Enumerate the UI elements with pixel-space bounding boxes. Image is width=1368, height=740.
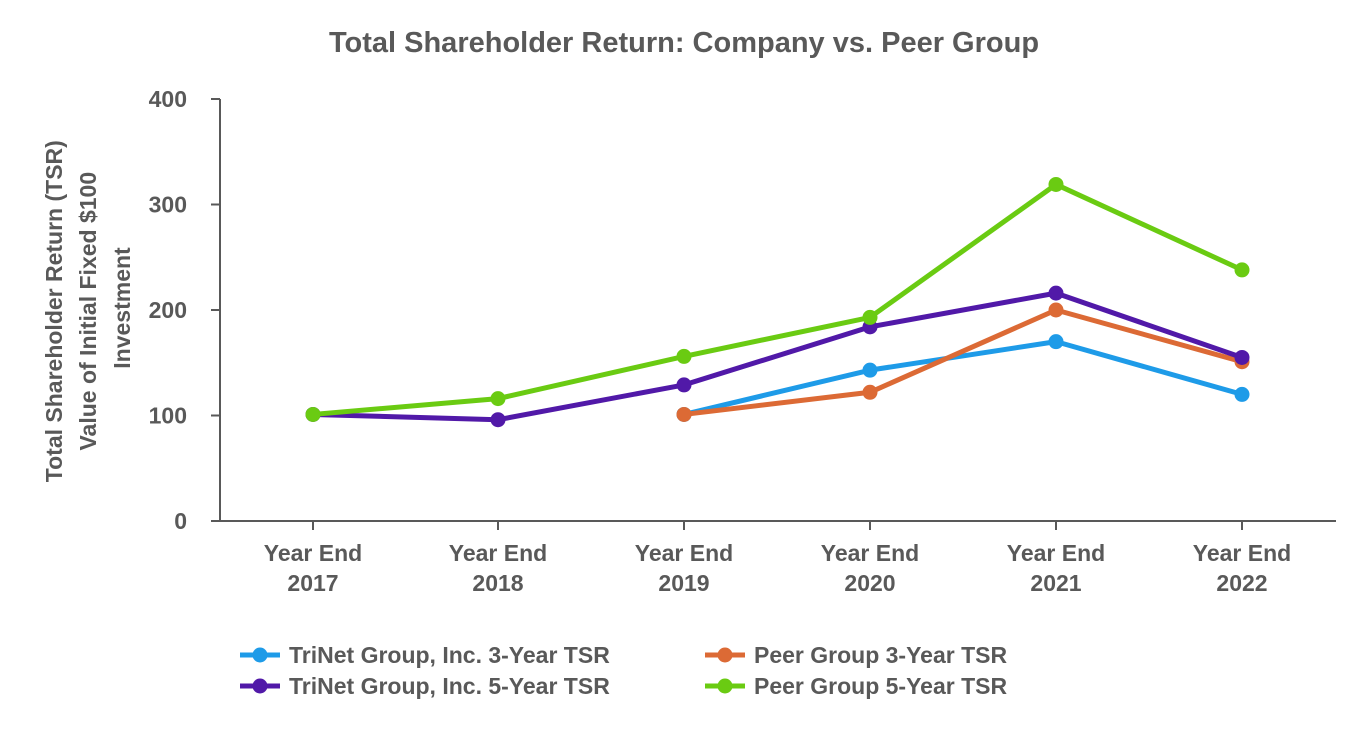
legend-label: Peer Group 5-Year TSR	[754, 673, 1007, 699]
x-tick-label-line: Year End	[1193, 540, 1291, 566]
legend-marker-swatch	[717, 678, 733, 694]
legend-marker-swatch	[252, 647, 268, 663]
data-point	[676, 348, 692, 364]
legend-label: TriNet Group, Inc. 5-Year TSR	[289, 673, 610, 699]
legend-marker-swatch	[717, 647, 733, 663]
legend-entry: TriNet Group, Inc. 5-Year TSR	[240, 673, 610, 699]
series-line	[310, 290, 1245, 423]
x-tick-label-line: Year End	[449, 540, 547, 566]
y-axis-label: Total Shareholder Return (TSR) Value of …	[41, 134, 135, 482]
x-tick-label: Year End 2017	[264, 540, 362, 596]
data-point	[676, 377, 692, 393]
data-point	[862, 309, 878, 325]
data-point	[1048, 285, 1064, 301]
y-axis-label-line-1: Total Shareholder Return (TSR)	[41, 140, 67, 482]
x-tick-label: Year End 2021	[1007, 540, 1105, 596]
data-point	[1234, 262, 1250, 278]
x-tick-label-line: 2019	[658, 570, 709, 596]
series-3	[305, 176, 1250, 422]
series-line	[681, 339, 1245, 417]
legend-entry: Peer Group 5-Year TSR	[705, 673, 1007, 699]
series-line	[310, 181, 1245, 417]
legend-entry: Peer Group 3-Year TSR	[705, 642, 1007, 668]
x-tick-label: Year End 2020	[821, 540, 919, 596]
y-tick-label: 300	[149, 192, 187, 218]
legend-label: TriNet Group, Inc. 3-Year TSR	[289, 642, 610, 668]
x-tick-label-line: Year End	[264, 540, 362, 566]
data-point	[676, 406, 692, 422]
x-tick-label-line: 2020	[844, 570, 895, 596]
data-point	[1234, 386, 1250, 402]
data-point	[862, 384, 878, 400]
y-tick-label: 400	[149, 86, 187, 112]
y-tick-label: 200	[149, 297, 187, 323]
x-tick-label: Year End 2019	[635, 540, 733, 596]
data-point	[1234, 349, 1250, 365]
x-tick-label: Year End 2022	[1193, 540, 1291, 596]
x-tick-label: Year End 2018	[449, 540, 547, 596]
legend-entry: TriNet Group, Inc. 3-Year TSR	[240, 642, 610, 668]
x-tick-label-line: 2021	[1030, 570, 1081, 596]
series-layer	[305, 176, 1250, 428]
data-point	[305, 406, 321, 422]
x-tick-label-line: Year End	[635, 540, 733, 566]
legend-label: Peer Group 3-Year TSR	[754, 642, 1007, 668]
data-point	[862, 362, 878, 378]
legend-marker-swatch	[252, 678, 268, 694]
y-tick-label: 0	[174, 508, 187, 534]
data-point	[1048, 302, 1064, 318]
y-axis-label-line-3: Investment	[109, 247, 135, 369]
data-point	[490, 391, 506, 407]
series-0	[676, 334, 1250, 422]
x-tick-label-line: Year End	[1007, 540, 1105, 566]
x-tick-label-line: 2018	[472, 570, 523, 596]
x-tick-label-line: 2017	[287, 570, 338, 596]
x-tick-label-line: 2022	[1216, 570, 1267, 596]
data-point	[1048, 176, 1064, 192]
legend: TriNet Group, Inc. 3-Year TSR Peer Group …	[240, 642, 1007, 699]
x-tick-label-line: Year End	[821, 540, 919, 566]
series-line	[681, 307, 1245, 417]
data-point	[1048, 334, 1064, 350]
chart-title: Total Shareholder Return: Company vs. Pe…	[329, 27, 1039, 59]
data-point	[490, 412, 506, 428]
y-axis-label-line-2: Value of Initial Fixed $100	[75, 172, 101, 451]
y-tick-label: 100	[149, 403, 187, 429]
